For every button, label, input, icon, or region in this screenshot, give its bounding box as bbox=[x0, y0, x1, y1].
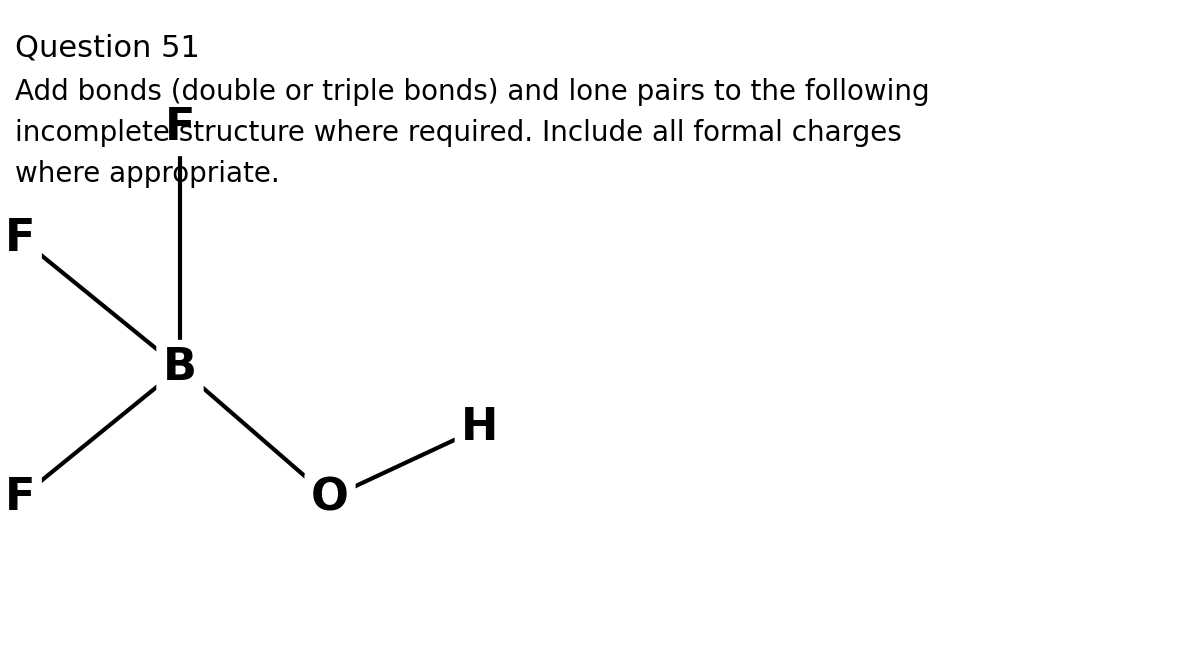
Text: Add bonds (double or triple bonds) and lone pairs to the following
incomplete st: Add bonds (double or triple bonds) and l… bbox=[14, 78, 930, 189]
Text: O: O bbox=[311, 476, 349, 520]
Text: Question 51: Question 51 bbox=[14, 33, 200, 62]
Text: F: F bbox=[164, 106, 196, 150]
Text: F: F bbox=[5, 476, 35, 520]
Text: B: B bbox=[163, 347, 197, 389]
Text: F: F bbox=[5, 216, 35, 259]
Text: H: H bbox=[461, 406, 499, 450]
